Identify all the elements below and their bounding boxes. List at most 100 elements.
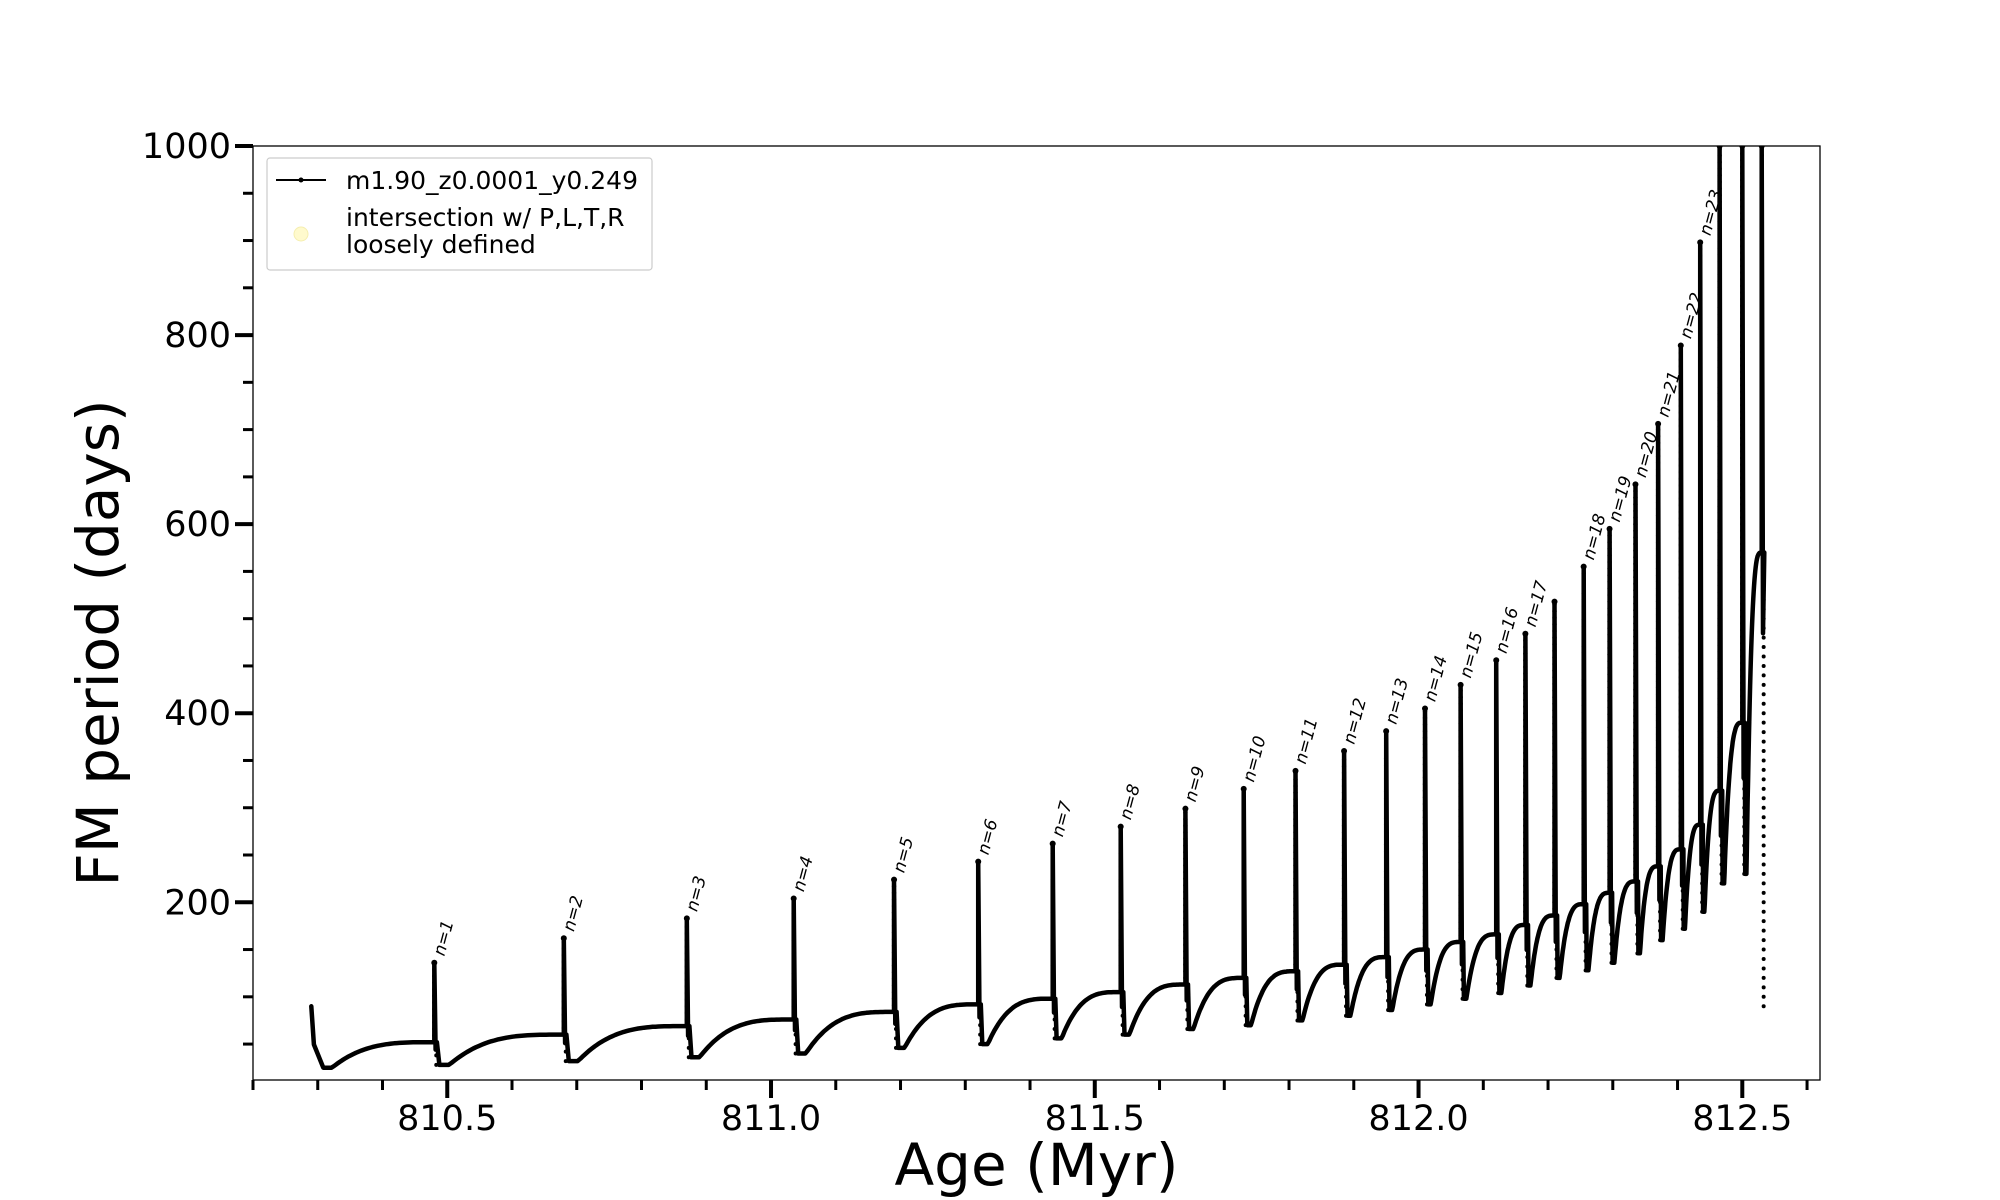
data-point [1050,989,1055,995]
data-point [1740,442,1745,447]
data-point [1655,434,1661,439]
data-point [1740,588,1745,593]
data-point [1655,639,1661,644]
data-point [1717,312,1722,317]
data-point [1655,559,1661,565]
data-point [1458,900,1463,905]
data-point [1700,824,1705,829]
data-point [1185,989,1190,994]
data-point [1050,884,1055,889]
data-point [1635,904,1640,909]
data-point [1698,650,1703,655]
data-point [1460,968,1465,973]
data-point [1241,883,1246,888]
data-point [1607,791,1612,796]
data-point [1552,622,1557,627]
data-point [891,923,897,929]
data-point [1698,286,1703,291]
data-point [1341,883,1347,888]
data-point [1698,326,1703,331]
data-point [1552,873,1557,879]
data-point [1607,692,1612,697]
data-point [1424,974,1429,979]
data-point [1118,989,1123,995]
data-point [1717,669,1722,674]
data-point [1118,831,1123,836]
data-point [1607,817,1612,823]
data-point [1740,674,1745,679]
pulse-label: n=7 [1048,799,1077,839]
data-point [1698,743,1703,748]
data-point [1740,270,1745,275]
data-point [1422,907,1428,913]
data-point [1554,975,1559,980]
data-point [1678,840,1683,845]
data-point [1740,435,1745,441]
data-point [1424,955,1429,960]
data-point [1633,819,1638,825]
data-point [1678,529,1683,534]
pulse-label: n=4 [789,854,818,894]
data-point [1241,816,1246,822]
data-point [1698,451,1703,457]
data-point [1050,850,1055,856]
data-point [1241,797,1246,802]
data-point [1383,921,1389,927]
pulse-peak-point [790,895,797,902]
data-point [1241,889,1246,895]
data-point [684,957,690,963]
data-point [1552,661,1557,667]
data-point [791,970,796,976]
data-point [1341,849,1347,855]
data-point [1700,881,1705,886]
data-point [891,890,897,896]
data-point [1759,186,1764,191]
data-point [1050,897,1055,902]
data-point [1581,782,1586,788]
data-point [1742,730,1747,735]
data-point [1383,822,1389,827]
data-point [561,1012,567,1017]
data-point [1740,416,1745,421]
data-point [1118,923,1123,929]
data-point [1607,751,1612,757]
data-point [1761,985,1766,990]
data-point [1422,947,1428,952]
data-point [1523,889,1528,895]
data-point [1633,713,1638,719]
data-point [1740,343,1745,348]
data-point [1494,727,1499,732]
data-point [1698,736,1703,741]
data-point [1698,385,1703,391]
data-point [1717,437,1722,443]
data-point [1581,862,1586,867]
data-point [1761,1004,1766,1009]
data-point [1341,797,1347,802]
data-point [791,990,796,996]
data-point [1241,916,1246,921]
data-point [1761,635,1766,640]
data-point [976,902,981,908]
legend-entry-intersection-line1: intersection w/ P,L,T,R [346,203,625,232]
data-point [1554,928,1559,933]
data-point [1759,523,1764,529]
data-point [1633,535,1638,540]
data-point [1717,517,1722,522]
data-point [1717,186,1722,191]
data-point [1719,805,1724,810]
data-point [1678,476,1683,481]
data-point [1678,602,1683,607]
data-point [1678,747,1683,753]
data-point [1295,1008,1300,1013]
data-point [1658,881,1663,886]
data-point [1607,685,1612,690]
data-point [1581,590,1586,596]
data-point [1717,173,1722,178]
data-point [1295,980,1300,985]
data-point [1740,290,1745,295]
data-point [1761,739,1766,744]
data-point [1241,955,1246,961]
data-point [561,1025,567,1031]
data-point [1458,833,1463,839]
data-point [1341,876,1347,881]
